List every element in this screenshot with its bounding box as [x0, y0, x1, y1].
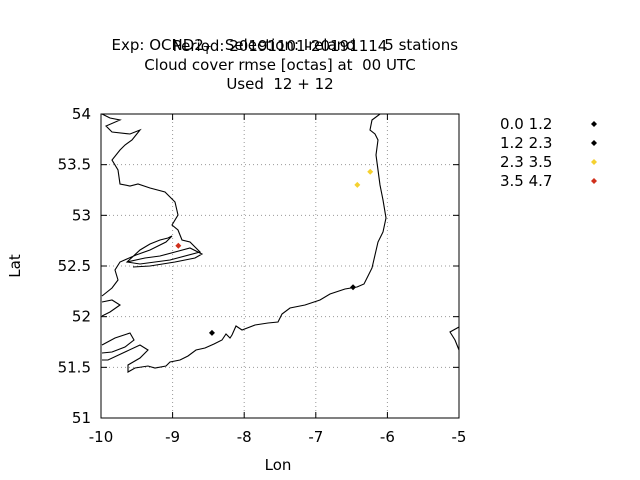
coastline-southwest: [101, 299, 121, 317]
legend-label: 0.0 1.2: [500, 115, 552, 133]
coastline-map: [101, 113, 460, 373]
legend-marker: [591, 159, 597, 165]
y-tick-label: 51: [72, 409, 91, 427]
coastline-inlet: [101, 332, 135, 354]
data-point: [350, 284, 357, 291]
data-point: [208, 329, 215, 336]
data-point: [175, 242, 182, 249]
grid-lines: [101, 114, 459, 418]
x-tick-label: -7: [308, 428, 323, 446]
x-tick-label: -10: [89, 428, 114, 446]
x-tick-label: -8: [237, 428, 252, 446]
chart-title-line-1: Exp: OCND2T Selection: Ireland 5 station…: [0, 17, 560, 60]
y-axis-label: Lat: [6, 254, 24, 278]
x-tick-label: -9: [165, 428, 180, 446]
coastline-east: [102, 113, 459, 373]
legend-label: 1.2 2.3: [500, 134, 552, 152]
x-tick-label: -6: [380, 428, 395, 446]
x-axis-label: Lon: [265, 456, 292, 474]
title-subscript: T: [203, 44, 211, 57]
chart-title-line-4: Used 12 + 12: [226, 75, 334, 93]
y-tick-label: 53.5: [58, 156, 91, 174]
axis-ticks: -10 -9 -8 -7 -6 -5 51 51.5 52 52.5 53 53.5 54: [58, 105, 467, 446]
legend-marker: [591, 121, 597, 127]
y-tick-label: 52.5: [58, 257, 91, 275]
title-selection: Selection: Ireland 5 stations: [224, 36, 459, 54]
data-point: [354, 181, 361, 188]
legend-marker: [591, 140, 597, 146]
data-point: [367, 168, 374, 175]
y-tick-label: 54: [72, 105, 91, 123]
data-points: [175, 168, 374, 336]
x-tick-label: -5: [452, 428, 467, 446]
legend-label: 2.3 3.5: [500, 153, 552, 171]
legend-marker: [591, 178, 597, 184]
chart-title-line-3: Cloud cover rmse [octas] at 00 UTC: [144, 56, 416, 74]
coastline-wales: [449, 326, 460, 351]
legend-label: 3.5 4.7: [500, 172, 552, 190]
y-tick-label: 52: [72, 308, 91, 326]
coastline-shannon: [126, 247, 204, 268]
y-tick-label: 51.5: [58, 358, 91, 376]
title-exp: Exp: OCND2: [111, 36, 204, 54]
y-tick-label: 53: [72, 206, 91, 224]
chart-title-line-2: Period: 20191101-20191114: [172, 37, 388, 55]
legend: 0.0 1.21.2 2.32.3 3.53.5 4.7: [500, 115, 597, 190]
coastline-northwest: [101, 113, 202, 297]
